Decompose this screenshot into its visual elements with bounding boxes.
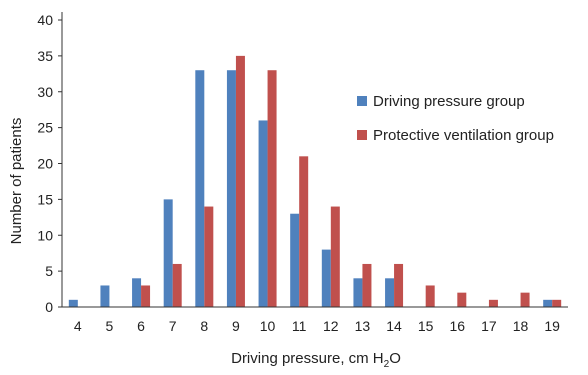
bar-protective-ventilation-11 — [299, 156, 309, 307]
bar-protective-ventilation-13 — [362, 263, 372, 307]
bar-protective-ventilation-19 — [552, 299, 562, 307]
bars-layer — [68, 55, 562, 307]
x-tick-label: 10 — [260, 318, 276, 334]
y-tick-label: 25 — [37, 120, 53, 136]
legend-swatch-protective-ventilation — [357, 130, 367, 140]
bar-driving-pressure-10 — [258, 120, 268, 307]
bar-protective-ventilation-8 — [204, 206, 214, 307]
legend: Driving pressure group Protective ventil… — [357, 93, 554, 144]
x-tick-label: 8 — [200, 318, 208, 334]
x-axis-label-tail: O — [389, 350, 401, 367]
x-axis-label: Driving pressure, cm H2O — [231, 350, 401, 370]
bar-protective-ventilation-9 — [235, 55, 245, 307]
y-axis-label: Number of patients — [8, 118, 25, 245]
x-tick-label: 9 — [232, 318, 240, 334]
legend-label-protective-ventilation: Protective ventilation group — [373, 127, 554, 144]
legend-label-driving-pressure: Driving pressure group — [373, 93, 525, 110]
x-tick-label: 6 — [137, 318, 145, 334]
bar-protective-ventilation-7 — [172, 263, 182, 307]
x-tick-label: 14 — [386, 318, 402, 334]
bar-driving-pressure-11 — [290, 213, 300, 307]
bar-driving-pressure-4 — [68, 299, 78, 307]
bar-driving-pressure-14 — [385, 278, 395, 307]
y-tick-label: 40 — [37, 12, 53, 28]
bar-protective-ventilation-12 — [330, 206, 340, 307]
bar-driving-pressure-12 — [321, 249, 331, 307]
bar-protective-ventilation-10 — [267, 70, 277, 307]
y-tick-label: 15 — [37, 191, 53, 207]
bar-protective-ventilation-17 — [488, 299, 498, 307]
x-axis-label-main: Driving pressure, cm H — [231, 350, 384, 367]
x-tick-label: 15 — [418, 318, 434, 334]
y-ticks: 0 5 10 15 20 25 30 35 40 — [37, 12, 62, 315]
y-tick-label: 35 — [37, 48, 53, 64]
x-tick-label: 12 — [323, 318, 339, 334]
x-tick-label: 19 — [544, 318, 560, 334]
x-ticks: 4 5 6 7 8 9 10 11 12 13 14 15 16 17 18 19 — [74, 318, 560, 334]
y-tick-label: 5 — [45, 263, 53, 279]
bar-driving-pressure-6 — [132, 278, 142, 307]
x-tick-label: 5 — [106, 318, 114, 334]
bar-protective-ventilation-15 — [425, 285, 435, 307]
bar-protective-ventilation-18 — [520, 292, 530, 307]
y-tick-label: 10 — [37, 227, 53, 243]
x-tick-label: 4 — [74, 318, 82, 334]
x-tick-label: 17 — [481, 318, 497, 334]
bar-driving-pressure-8 — [195, 70, 205, 307]
bar-driving-pressure-19 — [543, 299, 553, 307]
x-tick-label: 18 — [513, 318, 529, 334]
x-axis-label-subscript: 2 — [384, 359, 390, 370]
bar-driving-pressure-7 — [163, 199, 173, 307]
bar-protective-ventilation-16 — [457, 292, 467, 307]
x-tick-label: 13 — [355, 318, 371, 334]
bar-driving-pressure-9 — [226, 70, 236, 307]
x-tick-label: 16 — [450, 318, 466, 334]
x-tick-label: 11 — [292, 318, 307, 334]
legend-swatch-driving-pressure — [357, 96, 367, 106]
y-tick-label: 20 — [37, 156, 53, 172]
bar-protective-ventilation-6 — [141, 285, 151, 307]
bar-driving-pressure-13 — [353, 278, 363, 307]
y-tick-label: 30 — [37, 84, 53, 100]
bar-protective-ventilation-14 — [394, 263, 404, 307]
x-tick-label: 7 — [169, 318, 177, 334]
bar-driving-pressure-5 — [100, 285, 110, 307]
y-tick-label: 0 — [45, 299, 53, 315]
